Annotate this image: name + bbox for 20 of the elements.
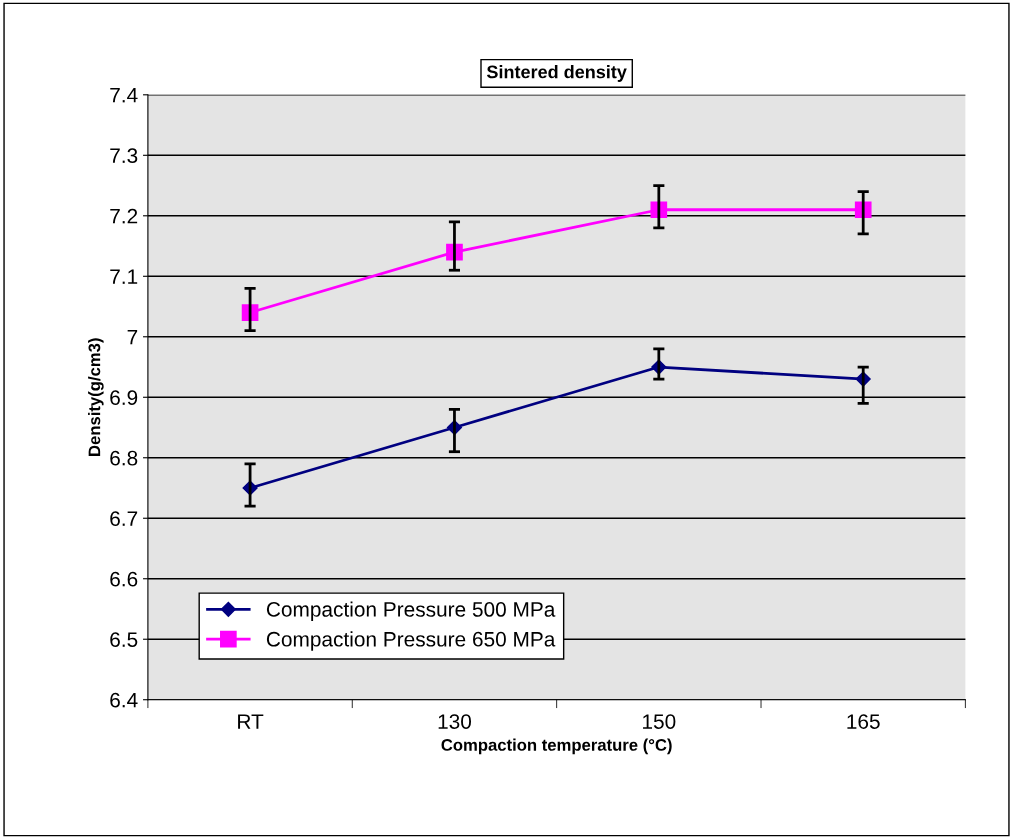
y-tick-label: 7 xyxy=(127,329,138,345)
y-tick-label: 6.9 xyxy=(110,390,138,406)
x-tick-label: 150 xyxy=(643,714,676,729)
y-tick-label: 6.8 xyxy=(110,450,138,466)
x-axis-title: Compaction temperature (°C) xyxy=(441,738,672,755)
y-tick-label: 7.3 xyxy=(110,148,138,164)
y-tick-label: 7.4 xyxy=(110,88,138,103)
y-tick-label: 6.4 xyxy=(110,692,138,708)
y-tick-label: 7.1 xyxy=(110,269,138,284)
chart-title: Sintered density xyxy=(486,65,627,82)
y-tick-label: 6.6 xyxy=(110,571,138,587)
x-tick-label: 130 xyxy=(438,714,472,729)
x-tick-label: RT xyxy=(238,714,264,729)
y-tick-label: 6.7 xyxy=(110,511,138,526)
legend-label: Compaction Pressure 500 MPa xyxy=(266,601,556,621)
y-tick-label: 6.5 xyxy=(110,632,138,647)
legend-label: Compaction Pressure 650 MPa xyxy=(266,631,556,651)
y-axis-title: Density(g/cm3) xyxy=(88,338,104,456)
x-tick-label: 165 xyxy=(847,714,880,729)
y-tick-label: 7.2 xyxy=(110,208,138,224)
